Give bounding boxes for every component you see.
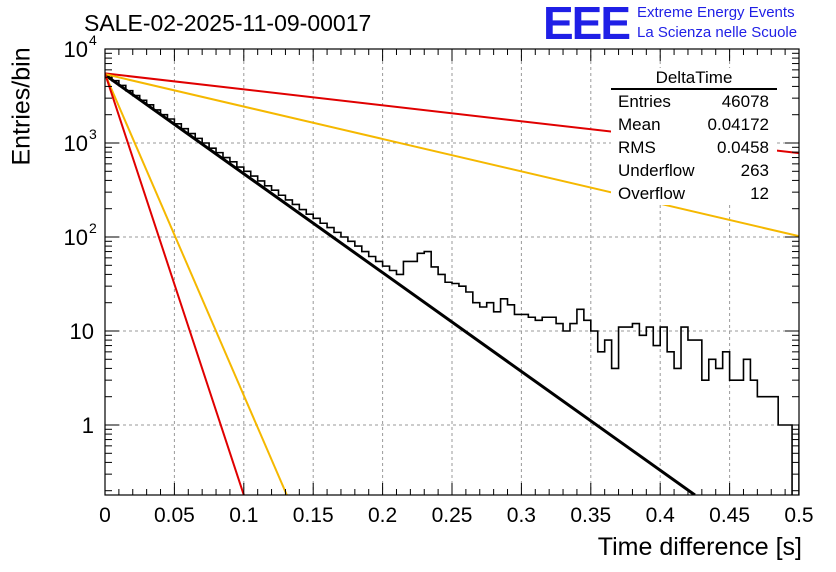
stats-value: 0.0458 [717, 138, 769, 157]
stats-label: Overflow [618, 184, 686, 203]
stats-box: DeltaTime Entries 46078 Mean 0.04172 RMS… [611, 68, 777, 205]
series-line-red-fast [105, 73, 245, 495]
x-tick-label: 0.2 [368, 504, 397, 527]
y-tick-label: 10 [64, 37, 88, 62]
y-tick-label: 10 [64, 225, 88, 250]
x-tick-label: 0.25 [432, 504, 473, 527]
stats-row-rms: RMS 0.0458 [611, 136, 777, 159]
y-tick-label: 10 [64, 131, 88, 156]
stats-label: Underflow [618, 161, 695, 180]
series-line-fit [105, 73, 696, 495]
y-tick-exponent: 3 [89, 126, 97, 142]
eee-logo: EEE [543, 0, 631, 49]
logo-line-1: Extreme Energy Events [637, 4, 795, 21]
stats-value: 46078 [721, 92, 769, 111]
stats-label: Entries [618, 92, 671, 111]
stats-row-mean: Mean 0.04172 [611, 113, 777, 136]
x-tick-label: 0.15 [293, 504, 334, 527]
x-tick-label: 0 [99, 504, 111, 527]
logo-line-2: La Scienza nelle Scuole [637, 24, 798, 41]
stats-row-overflow: Overflow 12 [611, 182, 777, 205]
chart-title: SALE-02-2025-11-09-00017 [84, 10, 372, 36]
stats-value: 12 [750, 184, 769, 203]
x-tick-label: 0.4 [646, 504, 676, 527]
x-tick-label: 0.5 [784, 504, 813, 527]
series-line-yellow-fast [105, 73, 288, 495]
stats-row-entries: Entries 46078 [611, 90, 777, 113]
y-tick-exponent: 2 [89, 220, 97, 236]
series-line-yellow-slow [105, 73, 799, 238]
stats-value: 0.04172 [707, 115, 769, 134]
x-tick-label: 0.05 [154, 504, 195, 527]
x-tick-label: 0.35 [570, 504, 611, 527]
stats-label: Mean [618, 115, 661, 134]
x-tick-label: 0.3 [507, 504, 536, 527]
x-axis-label: Time difference [s] [597, 533, 802, 561]
stats-value: 263 [740, 161, 769, 180]
stats-title: DeltaTime [611, 68, 777, 90]
histogram-deltatime [105, 74, 799, 495]
y-tick-exponent: 4 [89, 32, 97, 48]
stats-row-underflow: Underflow 263 [611, 159, 777, 182]
x-tick-label: 0.1 [229, 504, 258, 527]
stats-label: RMS [618, 138, 656, 157]
y-axis-label: Entries/bin [7, 47, 36, 166]
y-tick-label: 10 [70, 319, 94, 344]
y-tick-label: 1 [82, 413, 94, 438]
x-tick-label: 0.45 [709, 504, 750, 527]
